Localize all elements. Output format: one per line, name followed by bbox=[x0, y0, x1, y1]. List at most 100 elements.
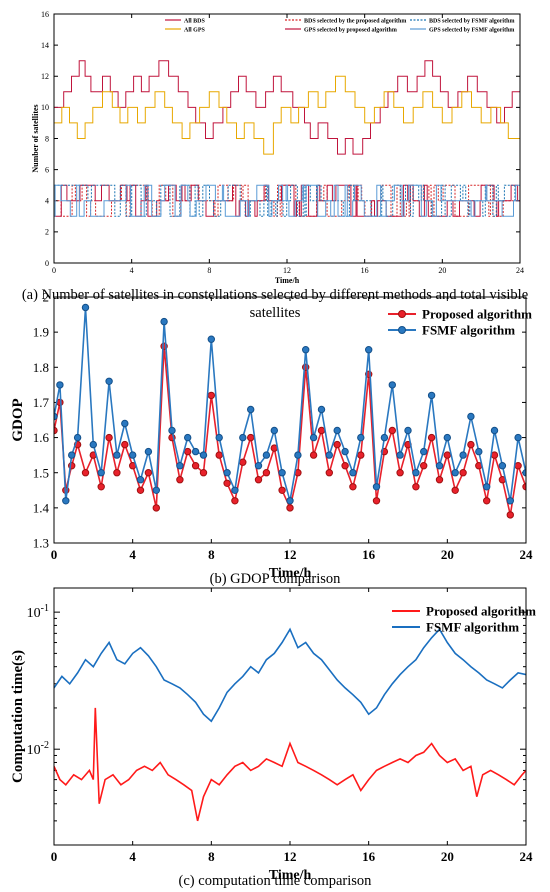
data-point-b-1 bbox=[215, 433, 223, 442]
y-tick-label: 1.7 bbox=[33, 395, 50, 410]
data-point-b-1 bbox=[152, 486, 161, 494]
x-tick-label: 4 bbox=[130, 266, 134, 275]
y-tick-label: 16 bbox=[41, 10, 49, 19]
y-tick-label: 1.6 bbox=[33, 430, 50, 445]
x-tick-label: 24 bbox=[516, 266, 524, 275]
data-point-b-1 bbox=[388, 381, 396, 389]
x-tick-label: 20 bbox=[441, 849, 454, 864]
data-point-b-0 bbox=[341, 462, 349, 470]
y-tick-label: 1.9 bbox=[33, 325, 49, 340]
data-point-b-1 bbox=[207, 335, 216, 343]
data-layer bbox=[54, 60, 520, 217]
data-point-b-0 bbox=[176, 476, 184, 484]
data-point-b-0 bbox=[144, 469, 153, 477]
data-point-b-0 bbox=[207, 391, 216, 400]
data-point-b-1 bbox=[254, 462, 263, 470]
data-point-b-1 bbox=[341, 447, 349, 456]
data-point-b-1 bbox=[420, 447, 428, 456]
y-tick-label: 8 bbox=[45, 134, 49, 143]
legend-label: BDS selected by FSMF algorithm bbox=[429, 19, 514, 25]
data-point-b-1 bbox=[278, 469, 286, 477]
data-point-b-1 bbox=[54, 412, 58, 421]
data-point-b-1 bbox=[199, 451, 208, 459]
data-point-b-1 bbox=[506, 497, 514, 505]
x-tick-label: 12 bbox=[284, 547, 297, 562]
data-point-b-0 bbox=[514, 462, 522, 470]
data-point-b-1 bbox=[81, 303, 90, 312]
y-tick-label: 6 bbox=[45, 165, 49, 174]
legend-label: Proposed algorithm bbox=[422, 307, 532, 322]
data-point-b-1 bbox=[56, 381, 64, 389]
x-tick-label: 8 bbox=[207, 266, 211, 275]
data-point-b-1 bbox=[294, 451, 302, 459]
data-point-b-1 bbox=[412, 469, 420, 477]
data-point-b-0 bbox=[506, 511, 514, 519]
x-tick-label: 0 bbox=[51, 547, 58, 562]
y-tick-label: 12 bbox=[41, 72, 49, 81]
y-tick-label: 1.5 bbox=[33, 465, 49, 480]
data-point-b-1 bbox=[262, 451, 271, 459]
data-point-b-0 bbox=[54, 426, 58, 435]
data-point-b-0 bbox=[443, 451, 451, 459]
data-point-b-0 bbox=[184, 447, 192, 456]
data-point-b-0 bbox=[420, 462, 428, 470]
y-tick-label: 0 bbox=[45, 259, 49, 268]
legend-label: FSMF algorithm bbox=[422, 323, 515, 338]
data-point-b-0 bbox=[459, 469, 467, 477]
data-point-b-1 bbox=[459, 451, 467, 459]
data-layer bbox=[54, 627, 526, 822]
data-point-b-1 bbox=[168, 426, 176, 435]
data-point-b-0 bbox=[309, 451, 318, 459]
data-point-b-1 bbox=[62, 497, 70, 505]
series-line-b-0 bbox=[54, 346, 526, 516]
data-point-b-1 bbox=[121, 419, 129, 428]
x-tick-label: 12 bbox=[284, 849, 297, 864]
x-axis-label: Time/h bbox=[275, 276, 300, 285]
x-tick-label: 24 bbox=[520, 849, 534, 864]
data-point-b-0 bbox=[223, 479, 231, 487]
series-line-c-0 bbox=[54, 707, 526, 822]
data-point-b-0 bbox=[239, 458, 247, 466]
data-point-b-0 bbox=[105, 433, 113, 442]
data-point-b-0 bbox=[286, 504, 294, 512]
series-line-a-4 bbox=[54, 184, 520, 217]
data-point-b-0 bbox=[451, 486, 459, 494]
data-point-b-0 bbox=[388, 426, 396, 435]
series-line-a-1 bbox=[54, 75, 520, 155]
data-point-b-1 bbox=[176, 462, 184, 470]
data-point-b-1 bbox=[333, 426, 341, 435]
panel-c: 0 4 8 12 16 20 24 10-1 10-2 Time/h Computation tim… bbox=[10, 587, 536, 883]
data-point-b-1 bbox=[475, 447, 483, 456]
data-point-b-1 bbox=[286, 497, 294, 505]
x-tick-label: 0 bbox=[51, 849, 58, 864]
data-point-b-1 bbox=[349, 469, 357, 477]
data-point-b-1 bbox=[372, 483, 381, 491]
data-point-b-0 bbox=[254, 476, 263, 484]
data-point-b-1 bbox=[309, 433, 318, 442]
y-tick-label: 1.3 bbox=[33, 536, 49, 551]
plot-area bbox=[54, 14, 520, 263]
y-tick-label: 10 bbox=[41, 103, 49, 112]
panel-b: 0 4 8 12 16 20 24 1.3 1.4 1.5 1.6 1.7 1.8 1.9 2 Time/h G… bbox=[10, 290, 533, 581]
data-point-b-1 bbox=[435, 462, 444, 470]
data-point-b-0 bbox=[427, 433, 436, 442]
data-point-b-0 bbox=[81, 469, 90, 477]
data-point-b-1 bbox=[325, 451, 333, 459]
legend-label: All GPS bbox=[184, 28, 205, 34]
data-point-b-0 bbox=[333, 440, 341, 449]
data-point-b-1 bbox=[514, 433, 522, 442]
x-axis-label: Time/h bbox=[269, 868, 312, 883]
data-point-b-0 bbox=[262, 469, 271, 477]
x-tick-label: 8 bbox=[208, 849, 215, 864]
data-point-b-1 bbox=[105, 377, 113, 385]
x-tick-label: 0 bbox=[52, 266, 56, 275]
data-point-b-1 bbox=[73, 433, 82, 442]
y-axis-label: Number of satellites bbox=[31, 104, 40, 172]
y-tick-label: 14 bbox=[41, 41, 49, 50]
data-point-b-1 bbox=[144, 447, 153, 456]
y-tick-label: 1.4 bbox=[33, 500, 50, 515]
data-point-b-0 bbox=[121, 440, 129, 449]
caption-b: (b) GDOP comparison bbox=[209, 571, 341, 587]
data-point-b-1 bbox=[302, 346, 310, 354]
x-tick-label: 12 bbox=[283, 266, 291, 275]
